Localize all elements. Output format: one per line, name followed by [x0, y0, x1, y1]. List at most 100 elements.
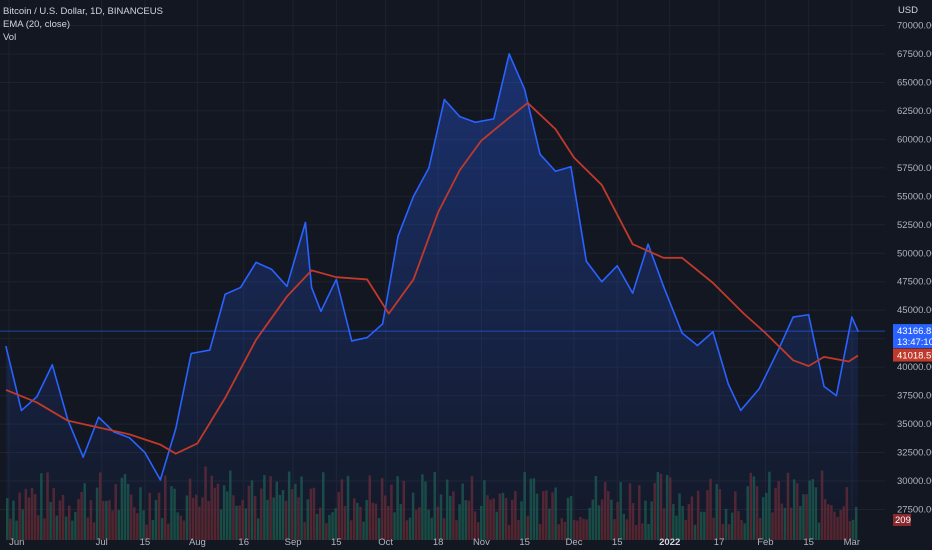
y-tick-label: 57500.00: [897, 163, 932, 174]
price-point: [539, 153, 541, 155]
price-point: [128, 436, 131, 439]
price-point: [320, 310, 322, 313]
y-tick-label: 35000.00: [897, 419, 932, 430]
price-area: [6, 53, 858, 541]
series-lines: [5, 53, 859, 481]
y-axis[interactable]: 70000.00 67500.00 65000.00 62500.00 60000.00…: [897, 21, 932, 516]
x-tick-label: Feb: [757, 537, 773, 548]
price-point: [647, 243, 649, 245]
y-tick-label: 67500.00: [897, 49, 932, 60]
price-point: [474, 121, 477, 124]
x-tick-label: 2022: [659, 537, 680, 548]
price-point: [631, 292, 634, 294]
price-point: [208, 349, 211, 351]
y-tick-label: 50000.00: [897, 248, 932, 259]
price-point: [739, 409, 742, 412]
ema-badge: [893, 348, 932, 362]
price-point: [492, 118, 495, 120]
price-point: [335, 278, 338, 281]
price-point: [823, 385, 825, 388]
x-tick-label: 15: [803, 537, 814, 548]
y-tick-label: 55000.00: [897, 191, 932, 202]
x-tick-label: Aug: [189, 537, 206, 548]
price-point: [82, 456, 84, 458]
x-tick-label: Sep: [285, 537, 302, 548]
volume-badge: [893, 514, 911, 526]
x-tick-label: 15: [140, 537, 151, 548]
price-point: [616, 264, 619, 267]
y-tick-label: 27500.00: [897, 505, 932, 516]
price-point: [381, 323, 384, 325]
y-tick-label: 70000.00: [897, 21, 932, 32]
price-point: [190, 352, 193, 355]
currency-label[interactable]: USD: [897, 5, 918, 16]
y-tick-label: 65000.00: [897, 77, 932, 88]
price-point: [366, 336, 368, 339]
indicator-label[interactable]: EMA (20, close): [3, 19, 71, 30]
y-tick-label: 32500.00: [897, 448, 932, 459]
price-point: [350, 340, 353, 342]
x-tick-label: 16: [238, 537, 249, 548]
symbol-title[interactable]: Bitcoin / U.S. Dollar, 1D, BINANCEUS: [3, 6, 163, 17]
price-point: [412, 195, 415, 198]
price-point: [428, 167, 430, 169]
price-point: [600, 280, 603, 283]
price-point: [5, 345, 7, 348]
y-tick-label: 52500.00: [897, 220, 932, 231]
price-point: [255, 261, 257, 264]
y-tick-label: 60000.00: [897, 134, 932, 145]
y-tick-label: 37500.00: [897, 391, 932, 402]
x-tick-label: Oct: [378, 537, 393, 548]
price-point: [554, 170, 557, 173]
x-axis[interactable]: Jun Jul 15 Aug 16 Sep 15 Oct 18 Nov 15 Dec 15 2022 17 F…: [9, 537, 860, 548]
x-tick-label: 18: [433, 537, 444, 548]
price-point: [776, 350, 779, 353]
price-point: [662, 285, 665, 288]
y-tick-label: 40000.00: [897, 362, 932, 373]
volume-label[interactable]: Vol: [3, 32, 17, 43]
x-tick-label: Dec: [566, 537, 583, 548]
price-point: [20, 409, 23, 412]
price-point: [159, 479, 162, 481]
price-point: [570, 165, 572, 168]
y-tick-label: 45000.00: [897, 305, 932, 316]
y-tick-label: 47500.00: [897, 277, 932, 288]
price-point: [585, 260, 588, 263]
ema-badge-value: 41018.59: [897, 351, 932, 362]
price-point: [851, 316, 853, 318]
price-point: [239, 286, 242, 289]
price-point: [835, 394, 838, 397]
x-tick-label: 17: [714, 537, 725, 548]
countdown-badge-value: 13:47:10: [897, 337, 932, 348]
x-tick-label: Jun: [9, 537, 24, 548]
price-point: [286, 285, 288, 288]
price-point: [727, 383, 730, 386]
price-point: [144, 451, 146, 454]
x-tick-label: 15: [612, 537, 623, 548]
price-point: [174, 427, 177, 430]
price-point: [696, 344, 699, 347]
price-area-fill: [6, 53, 858, 541]
price-point: [51, 364, 54, 366]
price-point: [458, 115, 461, 118]
y-tick-label: 30000.00: [897, 476, 932, 487]
price-point: [523, 88, 526, 91]
price-point: [97, 416, 100, 419]
price-point: [807, 313, 810, 316]
price-badge-value: 43166.83: [897, 326, 932, 337]
price-point: [443, 98, 446, 101]
ema-line[interactable]: [5, 102, 859, 455]
price-point: [681, 332, 683, 334]
x-tick-label: 15: [331, 537, 342, 548]
price-point: [36, 395, 38, 398]
price-point: [792, 316, 794, 318]
y-tick-label: 62500.00: [897, 106, 932, 117]
x-tick-label: Jul: [96, 537, 108, 548]
price-badge: [893, 324, 932, 349]
x-tick-label: 15: [519, 537, 530, 548]
price-point: [310, 286, 313, 289]
price-point: [758, 387, 761, 390]
x-tick-label: Nov: [473, 537, 490, 548]
price-point: [270, 268, 273, 271]
